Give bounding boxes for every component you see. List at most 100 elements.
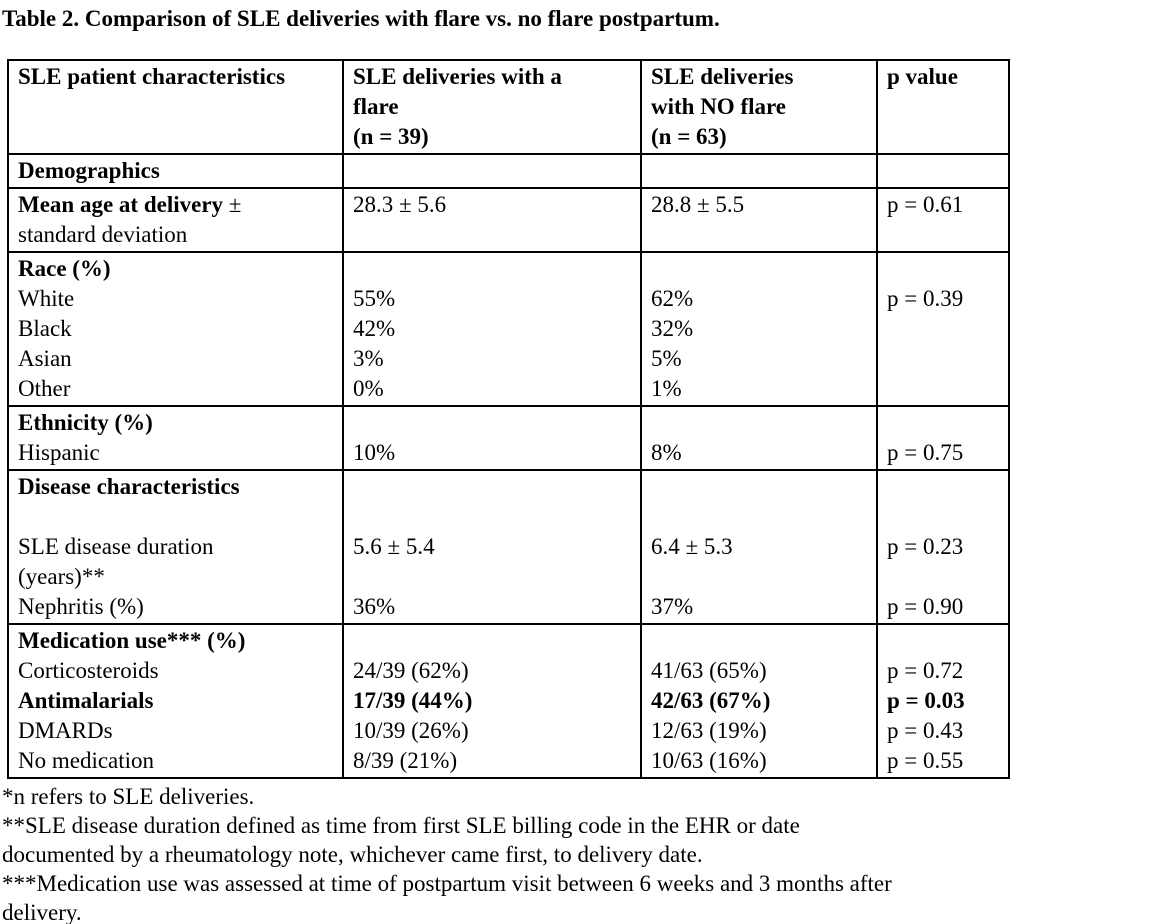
cell-line: p = 0.72 [887, 658, 964, 683]
cell-line: 24/39 (62%) [353, 658, 469, 683]
header-line: with NO flare [651, 94, 787, 119]
cell-line [353, 156, 637, 186]
disease-characteristics-col3: 6.4 ± 5.3 37% [640, 469, 878, 625]
disease-characteristics-col2: 5.6 ± 5.4 36% [342, 469, 642, 625]
cell-line: DMARDs [18, 718, 113, 743]
header-line: p value [887, 64, 958, 89]
cell-line [651, 626, 873, 656]
cell-line [887, 408, 1005, 438]
column-header-sle-patient-characteristics: SLE patient characteristics [7, 59, 344, 155]
cell-line: 12/63 (19%) [651, 718, 767, 743]
cell-line [651, 220, 873, 250]
cell-line [651, 408, 873, 438]
cell-line: p = 0.55 [887, 748, 964, 773]
cell-line: Race (%) [18, 256, 111, 281]
race-col4: p = 0.39 [876, 251, 1010, 407]
cell-line [353, 562, 637, 592]
cell-line: 28.8 ± 5.5 [651, 192, 745, 217]
section-row-medication-use: Medication use*** (%) Corticosteroids Anti… [7, 623, 1010, 779]
cell-line: 10% [353, 440, 396, 465]
table-header-row: SLE patient characteristics SLE deliverie… [7, 59, 1010, 155]
section-row-demographics: Demographics [7, 153, 1010, 189]
column-header-sle-deliveries-no-flare: SLE deliveries with NO flare (n = 63) [640, 59, 878, 155]
mean-age-col4: p = 0.61 [876, 187, 1010, 253]
cell-line: Hispanic [18, 440, 100, 465]
demographics-col2 [342, 153, 642, 189]
cell-line: Nephritis (%) [18, 594, 144, 619]
footnote-line: documented by a rheumatology note, which… [2, 842, 703, 867]
footnote-line: **SLE disease duration defined as time f… [2, 813, 800, 838]
cell-line [887, 626, 1005, 656]
medication-use-col1: Medication use*** (%) Corticosteroids Anti… [7, 623, 344, 779]
column-header-sle-deliveries-with-flare: SLE deliveries with a flare (n = 39) [342, 59, 642, 155]
table-footnotes: *n refers to SLE deliveries. **SLE diseas… [2, 782, 1152, 924]
cell-line [353, 502, 637, 532]
header-line: (n = 63) [651, 124, 727, 149]
cell-text-segment: Mean age at delivery [18, 192, 224, 217]
disease-characteristics-col1: Disease characteristics SLE disease durat… [7, 469, 344, 625]
cell-line: p = 0.03 [887, 688, 965, 713]
cell-line: 17/39 (44%) [353, 688, 473, 713]
cell-line: 36% [353, 594, 396, 619]
header-line: flare [353, 94, 399, 119]
header-line: SLE deliveries with a [353, 64, 562, 89]
cell-line: 37% [651, 594, 694, 619]
race-col2: 55% 42% 3% 0% [342, 251, 642, 407]
cell-line: Black [18, 316, 72, 341]
header-line: SLE deliveries [651, 64, 794, 89]
cell-line: 3% [353, 346, 384, 371]
cell-line [353, 220, 637, 250]
cell-line: Antimalarials [18, 688, 154, 713]
cell-line [353, 408, 637, 438]
cell-line [887, 344, 1005, 374]
cell-line [353, 254, 637, 284]
cell-line: p = 0.43 [887, 718, 964, 743]
cell-line: No medication [18, 748, 155, 773]
cell-line: 42/63 (67%) [651, 688, 771, 713]
section-row-race: Race (%) White Black Asian Other 55% 42% 3% 0% 62… [7, 251, 1010, 407]
cell-line: Asian [18, 346, 72, 371]
header-line: (n = 39) [353, 124, 429, 149]
cell-line: 5% [651, 346, 682, 371]
cell-line: 5.6 ± 5.4 [353, 534, 435, 559]
cell-line [18, 502, 339, 532]
cell-line: 42% [353, 316, 396, 341]
cell-text-segment: ± [223, 192, 242, 217]
demographics-col1: Demographics [7, 153, 344, 189]
cell-line: Medication use*** (%) [18, 628, 246, 653]
cell-line: 55% [353, 286, 396, 311]
section-row-disease-characteristics: Disease characteristics SLE disease durat… [7, 469, 1010, 625]
cell-line [887, 254, 1005, 284]
cell-line: Ethnicity (%) [18, 410, 153, 435]
cell-line: Demographics [18, 158, 160, 183]
section-row-mean-age: Mean age at delivery ± standard deviation… [7, 187, 1010, 253]
cell-line: p = 0.61 [887, 192, 964, 217]
footnote-line: delivery. [2, 900, 82, 924]
cell-line [353, 472, 637, 502]
cell-line [651, 472, 873, 502]
cell-line [651, 562, 873, 592]
cell-line [887, 502, 1005, 532]
cell-line [887, 374, 1005, 404]
cell-line [887, 472, 1005, 502]
race-col3: 62% 32% 5% 1% [640, 251, 878, 407]
medication-use-col4: p = 0.72 p = 0.03 p = 0.43 p = 0.55 [876, 623, 1010, 779]
cell-line: p = 0.90 [887, 594, 964, 619]
cell-line [651, 254, 873, 284]
cell-line: (years)** [18, 564, 105, 589]
cell-line [353, 626, 637, 656]
cell-line [651, 156, 873, 186]
cell-line: White [18, 286, 75, 311]
cell-line: Mean age at delivery ± [18, 190, 339, 220]
header-line: SLE patient characteristics [18, 64, 286, 89]
mean-age-col1: Mean age at delivery ± standard deviation [7, 187, 344, 253]
ethnicity-col1: Ethnicity (%) Hispanic [7, 405, 344, 471]
cell-line: Disease characteristics [18, 474, 240, 499]
table-title: Table 2. Comparison of SLE deliveries wi… [2, 6, 720, 31]
race-col1: Race (%) White Black Asian Other [7, 251, 344, 407]
cell-line: 0% [353, 376, 384, 401]
cell-line: p = 0.75 [887, 440, 964, 465]
footnote-line: *n refers to SLE deliveries. [2, 784, 255, 809]
column-header-p-value: p value [876, 59, 1010, 155]
